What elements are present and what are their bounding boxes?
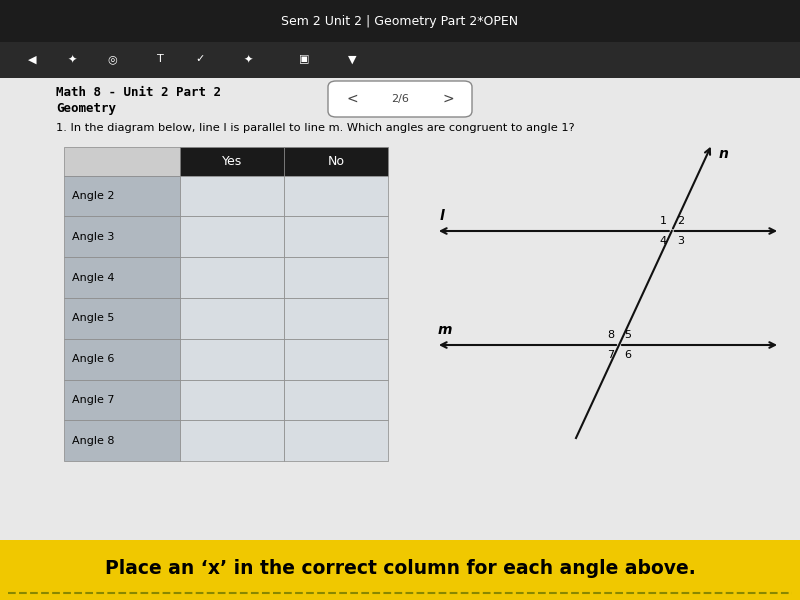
- FancyBboxPatch shape: [284, 380, 388, 421]
- FancyBboxPatch shape: [284, 176, 388, 217]
- Text: Sem 2 Unit 2 | Geometry Part 2*OPEN: Sem 2 Unit 2 | Geometry Part 2*OPEN: [282, 14, 518, 28]
- FancyBboxPatch shape: [284, 217, 388, 257]
- FancyBboxPatch shape: [180, 298, 284, 339]
- FancyBboxPatch shape: [0, 540, 800, 600]
- Text: Place an ‘x’ in the correct column for each angle above.: Place an ‘x’ in the correct column for e…: [105, 559, 695, 578]
- FancyBboxPatch shape: [180, 147, 284, 176]
- Text: Math 8 - Unit 2 Part 2: Math 8 - Unit 2 Part 2: [56, 86, 221, 100]
- FancyBboxPatch shape: [64, 380, 180, 421]
- Text: 1: 1: [660, 216, 666, 226]
- Text: Angle 3: Angle 3: [72, 232, 114, 242]
- Text: 6: 6: [624, 350, 631, 360]
- FancyBboxPatch shape: [64, 298, 180, 339]
- Text: Angle 5: Angle 5: [72, 313, 114, 323]
- FancyBboxPatch shape: [284, 339, 388, 380]
- Text: ▣: ▣: [298, 55, 310, 64]
- Text: 2: 2: [677, 216, 684, 226]
- FancyBboxPatch shape: [0, 42, 800, 78]
- Text: <: <: [346, 92, 358, 106]
- FancyBboxPatch shape: [64, 421, 180, 461]
- FancyBboxPatch shape: [0, 0, 800, 42]
- Text: >: >: [442, 92, 454, 106]
- Text: T: T: [157, 55, 163, 64]
- FancyBboxPatch shape: [64, 257, 180, 298]
- Text: 1. In the diagram below, line l is parallel to line m. Which angles are congruen: 1. In the diagram below, line l is paral…: [56, 123, 574, 133]
- Text: ✦: ✦: [243, 55, 253, 64]
- FancyBboxPatch shape: [64, 176, 180, 217]
- FancyBboxPatch shape: [0, 78, 800, 552]
- Text: Angle 6: Angle 6: [72, 354, 114, 364]
- FancyBboxPatch shape: [328, 81, 472, 117]
- FancyBboxPatch shape: [284, 421, 388, 461]
- Text: ✓: ✓: [195, 55, 205, 64]
- FancyBboxPatch shape: [284, 257, 388, 298]
- Text: Geometry: Geometry: [56, 101, 116, 115]
- Text: 4: 4: [659, 236, 666, 246]
- FancyBboxPatch shape: [64, 339, 180, 380]
- Text: ▼: ▼: [348, 55, 356, 64]
- Text: Angle 8: Angle 8: [72, 436, 114, 446]
- Text: Angle 2: Angle 2: [72, 191, 114, 201]
- FancyBboxPatch shape: [64, 217, 180, 257]
- Text: 3: 3: [677, 236, 684, 246]
- Text: l: l: [440, 209, 445, 223]
- Text: 8: 8: [606, 330, 614, 340]
- FancyBboxPatch shape: [284, 298, 388, 339]
- Text: 2/6: 2/6: [391, 94, 409, 104]
- FancyBboxPatch shape: [180, 217, 284, 257]
- Text: ◎: ◎: [107, 55, 117, 64]
- FancyBboxPatch shape: [180, 421, 284, 461]
- FancyBboxPatch shape: [284, 147, 388, 176]
- Text: Angle 7: Angle 7: [72, 395, 114, 405]
- FancyBboxPatch shape: [180, 339, 284, 380]
- FancyBboxPatch shape: [180, 176, 284, 217]
- Text: 7: 7: [606, 350, 614, 360]
- FancyBboxPatch shape: [64, 147, 180, 176]
- FancyBboxPatch shape: [180, 380, 284, 421]
- Text: 5: 5: [624, 330, 631, 340]
- FancyBboxPatch shape: [180, 257, 284, 298]
- Text: ◀: ◀: [28, 55, 36, 64]
- Text: Yes: Yes: [222, 155, 242, 168]
- Text: ✦: ✦: [67, 55, 77, 64]
- Text: Angle 4: Angle 4: [72, 272, 114, 283]
- Text: m: m: [438, 323, 452, 337]
- Text: No: No: [327, 155, 345, 168]
- Text: n: n: [718, 147, 728, 161]
